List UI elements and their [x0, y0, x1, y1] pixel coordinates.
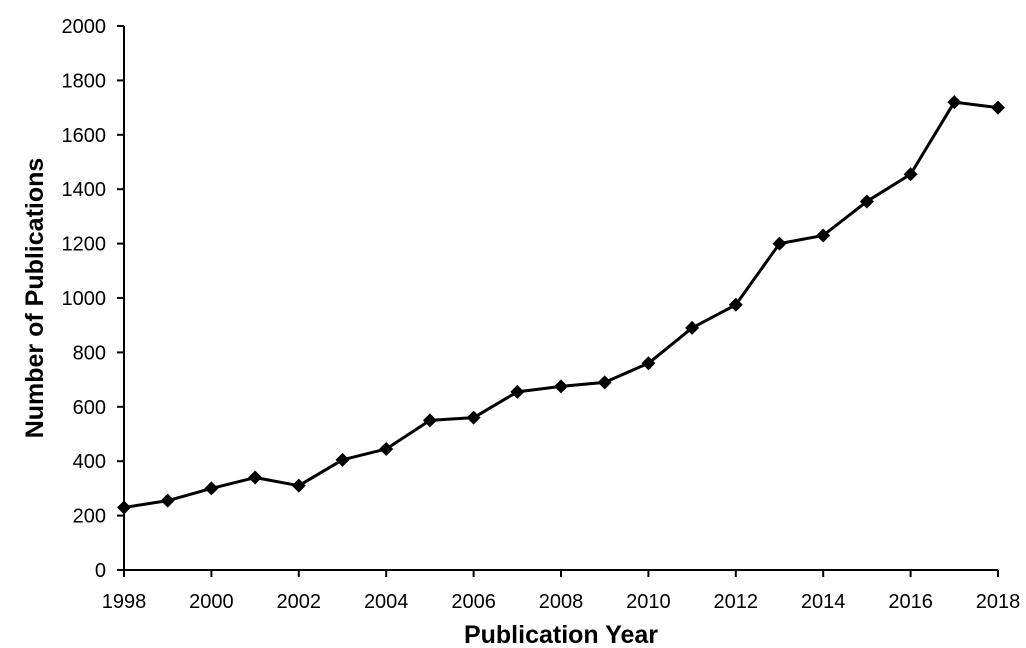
x-tick-label: 2010: [626, 591, 671, 613]
data-point-marker: [117, 500, 131, 514]
x-tick-label: 1998: [102, 591, 147, 613]
data-point-marker: [991, 101, 1005, 115]
data-point-marker: [248, 471, 262, 485]
x-tick-label: 2014: [801, 591, 846, 613]
x-tick-label: 2016: [888, 591, 933, 613]
y-tick-label: 2000: [62, 16, 107, 38]
x-axis-title: Publication Year: [464, 621, 658, 648]
y-tick-label: 1000: [62, 288, 107, 310]
x-tick-label: 2002: [277, 591, 322, 613]
y-tick-label: 800: [73, 342, 106, 364]
y-tick-label: 400: [73, 451, 106, 473]
x-tick-label: 2012: [714, 591, 759, 613]
y-tick-label: 0: [95, 560, 106, 582]
data-point-marker: [904, 167, 918, 181]
y-axis-ticks: 0 200 400 600 800 1000 1200 1400 1600 1800 2000: [62, 16, 125, 582]
data-point-marker: [292, 479, 306, 493]
y-tick-label: 1600: [62, 125, 107, 147]
x-tick-label: 2000: [189, 591, 234, 613]
y-axis-title: Number of Publications: [21, 158, 49, 439]
y-tick-label: 600: [73, 397, 106, 419]
series-line: [124, 102, 998, 507]
x-axis-ticks: 1998 2000 2002 2004 2006 2008 2010 2012 2014 2016…: [102, 570, 1021, 613]
data-point-marker: [598, 375, 612, 389]
data-point-marker: [467, 411, 481, 425]
data-point-marker: [554, 379, 568, 393]
x-tick-label: 2008: [539, 591, 584, 613]
data-point-marker: [161, 494, 175, 508]
y-tick-label: 1400: [62, 179, 107, 201]
data-point-marker: [947, 95, 961, 109]
x-tick-label: 2004: [364, 591, 409, 613]
series-layer: [117, 95, 1005, 514]
data-point-marker: [510, 385, 524, 399]
y-tick-label: 200: [73, 506, 106, 528]
y-tick-label: 1800: [62, 70, 107, 92]
data-point-marker: [336, 453, 350, 467]
x-tick-label: 2018: [976, 591, 1021, 613]
y-tick-label: 1200: [62, 234, 107, 256]
data-point-marker: [204, 481, 218, 495]
x-tick-label: 2006: [451, 591, 496, 613]
